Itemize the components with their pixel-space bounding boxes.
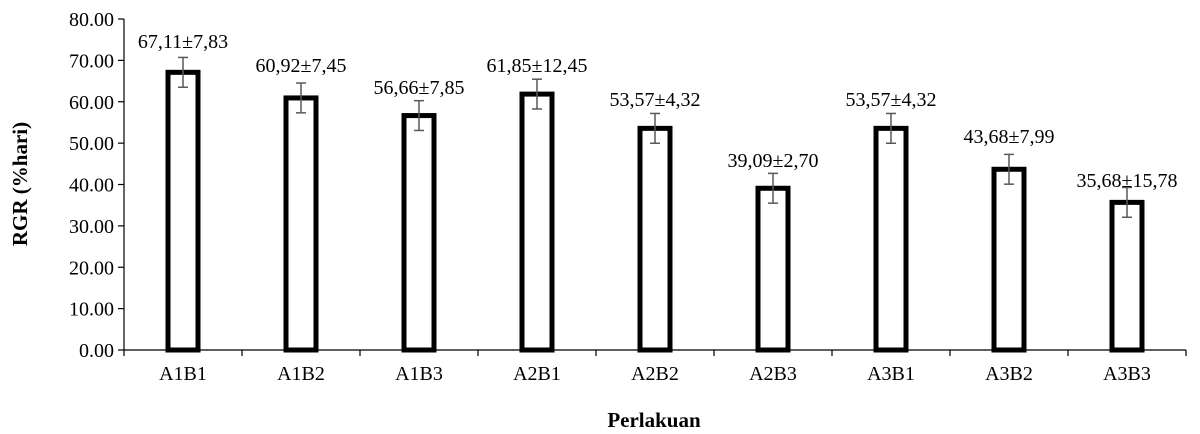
y-tick-label: 50.00 — [69, 133, 114, 155]
y-tick-label: 60.00 — [69, 92, 114, 114]
bar-a1b2 — [283, 95, 319, 353]
data-label-a3b2: 43,68±7,99 — [964, 126, 1055, 148]
data-labels: 67,11±7,83 60,92±7,45 56,66±7,85 61,85±12,4… — [138, 31, 1178, 192]
x-axis: A1B1 A1B2 A1B3 A2B1 A2B2 A2B3 A3B1 A3B2 A3B3 — [123, 349, 1187, 385]
data-label-a2b2: 53,57±4,32 — [610, 89, 701, 111]
y-tick-label: 70.00 — [69, 50, 114, 72]
data-label-a3b1: 53,57±4,32 — [846, 89, 937, 111]
data-label-a2b1: 61,85±12,45 — [487, 55, 588, 77]
bar-a2b2 — [637, 125, 673, 353]
bar-a3b3 — [1109, 199, 1145, 353]
y-tick-label: 40.00 — [69, 175, 114, 197]
bar-a2b1 — [519, 91, 555, 353]
y-axis-title: RGR (%hari) — [8, 122, 32, 246]
bar-a2b3 — [755, 185, 791, 353]
data-label-a1b3: 56,66±7,85 — [374, 77, 465, 99]
x-tick-label: A2B2 — [631, 363, 679, 385]
x-tick-label: A3B2 — [985, 363, 1033, 385]
y-tick-label: 30.00 — [69, 216, 114, 238]
y-axis: 0.00 10.00 20.00 30.00 40.00 50.00 60.00 70.00 8… — [69, 9, 125, 362]
data-label-a3b3: 35,68±15,78 — [1077, 170, 1178, 192]
x-tick-label: A2B3 — [749, 363, 797, 385]
bar-a1b3 — [401, 113, 437, 353]
data-label-a2b3: 39,09±2,70 — [728, 150, 819, 172]
x-tick-label: A1B3 — [395, 363, 443, 385]
y-tick-label: 0.00 — [79, 340, 114, 362]
x-tick-label: A2B1 — [513, 363, 561, 385]
x-tick-label: A3B3 — [1103, 363, 1151, 385]
bar-a3b2 — [991, 166, 1027, 353]
bar-a1b1 — [165, 69, 201, 353]
x-axis-title: Perlakuan — [607, 408, 701, 432]
error-bars — [178, 56, 1132, 219]
y-tick-label: 20.00 — [69, 257, 114, 279]
y-tick-label: 10.00 — [69, 299, 114, 321]
bar-a3b1 — [873, 125, 909, 353]
x-tick-label: A1B2 — [277, 363, 325, 385]
x-tick-label: A3B1 — [867, 363, 915, 385]
data-label-a1b1: 67,11±7,83 — [138, 31, 228, 53]
y-tick-label: 80.00 — [69, 9, 114, 31]
data-label-a1b2: 60,92±7,45 — [256, 55, 347, 77]
x-tick-label: A1B1 — [159, 363, 207, 385]
